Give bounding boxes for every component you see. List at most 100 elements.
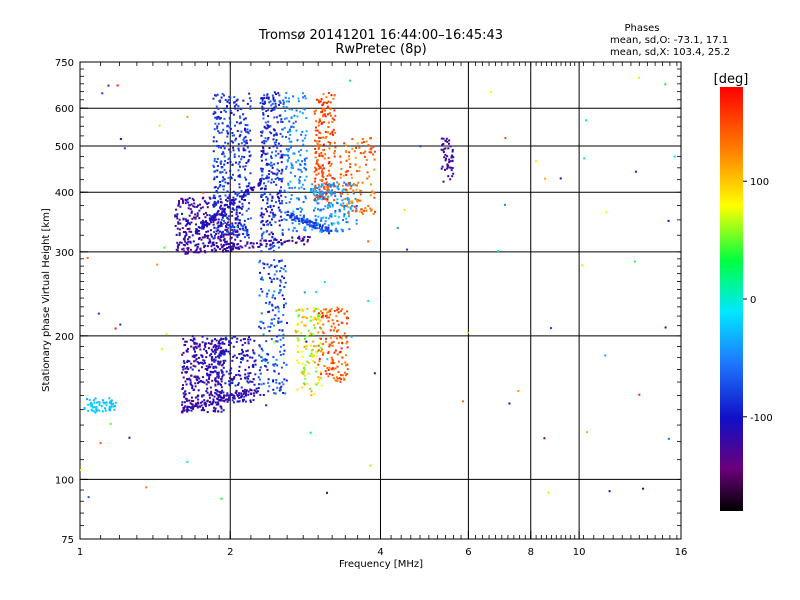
echo-point xyxy=(177,246,180,249)
echo-point xyxy=(108,397,111,400)
echo-point xyxy=(365,159,368,162)
echo-point xyxy=(275,132,278,135)
echo-point xyxy=(216,165,219,168)
echo-point xyxy=(302,222,305,225)
echo-point xyxy=(205,230,208,233)
echo-point xyxy=(298,187,301,190)
echo-point xyxy=(227,226,230,229)
echo-point xyxy=(252,242,255,245)
echo-point xyxy=(185,233,188,236)
echo-point xyxy=(214,388,217,391)
echo-point xyxy=(355,219,358,222)
echo-point xyxy=(260,134,263,137)
echo-point xyxy=(185,397,188,400)
echo-point xyxy=(332,340,335,343)
echo-point xyxy=(295,230,298,233)
echo-point xyxy=(213,176,216,179)
echo-point xyxy=(271,235,274,238)
echo-point xyxy=(327,228,330,231)
echo-point xyxy=(223,168,226,171)
echo-point xyxy=(231,163,234,166)
echo-point xyxy=(257,383,260,386)
echo-point xyxy=(175,248,178,251)
echo-point xyxy=(252,188,255,191)
echo-point xyxy=(248,155,251,158)
echo-point xyxy=(330,368,333,371)
echo-point xyxy=(199,348,202,351)
echo-point xyxy=(329,174,332,177)
echo-point xyxy=(246,234,249,237)
echo-point xyxy=(284,281,287,284)
echo-point xyxy=(222,349,225,352)
echo-point xyxy=(245,185,248,188)
echo-point xyxy=(442,151,445,154)
echo-point xyxy=(260,347,263,350)
echo-point xyxy=(352,192,355,195)
echo-point xyxy=(283,154,286,157)
echo-point xyxy=(234,124,237,127)
echo-point xyxy=(184,202,187,205)
echo-point xyxy=(215,218,218,221)
echo-point xyxy=(249,372,252,375)
echo-point xyxy=(208,238,211,241)
echo-point xyxy=(217,375,220,378)
echo-point xyxy=(327,156,330,159)
echo-point xyxy=(258,354,261,357)
echo-point xyxy=(243,395,246,398)
echo-point xyxy=(341,199,344,202)
echo-point xyxy=(264,121,267,124)
echo-point xyxy=(272,233,275,236)
echo-point xyxy=(187,347,190,350)
echo-point xyxy=(224,141,227,144)
echo-point xyxy=(217,221,220,224)
echo-point xyxy=(449,145,452,148)
echo-point xyxy=(222,250,225,253)
echo-point xyxy=(178,234,181,237)
echo-point xyxy=(199,247,202,250)
echo-point xyxy=(322,186,325,189)
echo-point xyxy=(184,224,187,227)
echo-point xyxy=(225,105,228,108)
echo-point xyxy=(271,309,274,312)
echo-point xyxy=(328,182,331,185)
echo-point xyxy=(232,335,235,338)
echo-point xyxy=(183,244,186,247)
echo-point xyxy=(358,210,361,213)
echo-point xyxy=(324,198,327,201)
echo-point xyxy=(284,117,287,120)
echo-point xyxy=(369,194,372,197)
echo-point xyxy=(323,222,326,225)
echo-point xyxy=(228,195,231,198)
echo-point xyxy=(223,109,226,112)
echo-point xyxy=(302,239,305,242)
y-tick-label: 500 xyxy=(55,142,74,153)
echo-point xyxy=(303,228,306,231)
echo-point xyxy=(214,122,217,125)
echo-point xyxy=(229,150,232,153)
echo-point xyxy=(309,225,312,228)
echo-point xyxy=(344,374,347,377)
echo-point xyxy=(228,198,231,201)
echo-point xyxy=(316,98,319,101)
echo-point xyxy=(336,337,339,340)
echo-point xyxy=(231,207,234,210)
echo-point xyxy=(222,209,225,212)
echo-point xyxy=(199,203,202,206)
echo-point xyxy=(233,226,236,229)
echo-point xyxy=(247,342,250,345)
echo-point xyxy=(358,199,361,202)
echo-point xyxy=(442,149,445,152)
echo-point xyxy=(322,196,325,199)
echo-point xyxy=(303,179,306,182)
echo-point xyxy=(443,156,446,159)
echo-point xyxy=(221,396,224,399)
echo-point xyxy=(295,129,298,132)
echo-point xyxy=(314,152,317,155)
echo-point xyxy=(292,152,295,155)
echo-point xyxy=(272,205,275,208)
echo-point xyxy=(272,138,275,141)
echo-point xyxy=(260,359,263,362)
echo-point xyxy=(315,196,318,199)
echo-point xyxy=(201,361,204,364)
